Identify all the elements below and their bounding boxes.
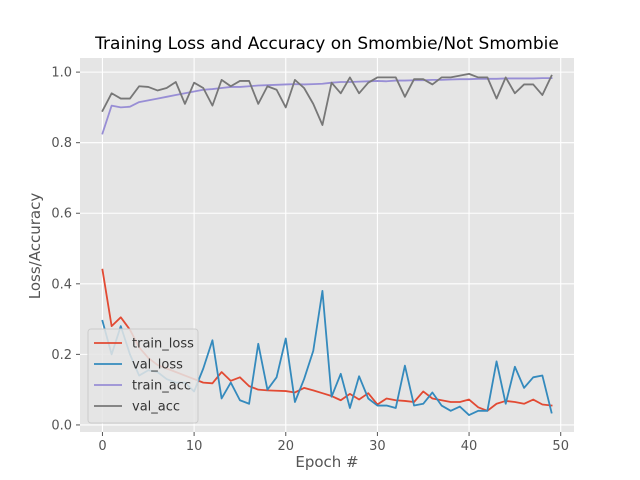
legend-box xyxy=(87,328,199,424)
legend-label: train_acc xyxy=(132,379,191,394)
x-tick-label: 10 xyxy=(186,439,203,454)
y-tick-label: 0.2 xyxy=(51,348,72,363)
y-tick-label: 1.0 xyxy=(51,66,72,81)
legend-label: val_loss xyxy=(132,358,183,373)
x-tick-label: 40 xyxy=(461,439,478,454)
y-tick-label: 0.0 xyxy=(51,418,72,433)
ticks: 0 10 20 30 40 50 0.0 0.2 0.4 0.6 0.8 1.0 xyxy=(51,66,569,454)
x-tick-label: 0 xyxy=(98,439,106,454)
y-tick-label: 0.4 xyxy=(51,277,72,292)
legend-label: train_loss xyxy=(132,337,194,352)
y-axis-label: Loss/Accuracy xyxy=(26,193,44,300)
x-tick-label: 20 xyxy=(277,439,294,454)
legend: train_loss val_loss train_acc val_acc xyxy=(87,328,199,424)
series-line-train-acc xyxy=(101,77,553,135)
x-axis-label: Epoch # xyxy=(295,453,358,471)
y-tick-label: 0.6 xyxy=(51,207,72,222)
y-tick-label: 0.8 xyxy=(51,136,72,151)
chart-title: Training Loss and Accuracy on Smombie/No… xyxy=(94,34,559,54)
legend-label: val_acc xyxy=(132,400,180,415)
series-line-val-acc xyxy=(101,72,553,126)
x-tick-label: 30 xyxy=(369,439,386,454)
x-tick-label: 50 xyxy=(552,439,569,454)
